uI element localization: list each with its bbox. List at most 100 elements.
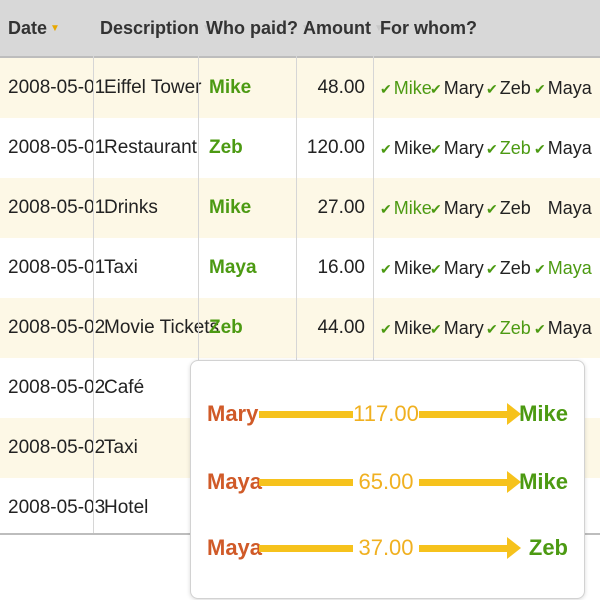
for-whom-toggle[interactable]: ✔ Mary bbox=[430, 118, 484, 178]
for-whom-toggle[interactable]: ✔ Mike bbox=[380, 178, 432, 238]
settlement-popup: Mary 117.00 Mike Maya 65.00 Mike Maya 37.00 Zeb bbox=[190, 360, 585, 599]
column-divider bbox=[296, 56, 297, 535]
who-paid-cell: Mike bbox=[209, 197, 252, 218]
table-row[interactable]: 2008-05-02 Movie Tickets Zeb 44.00 ✔ Mike ✔ Mar… bbox=[0, 298, 600, 358]
settlement-amount: 117.00 bbox=[353, 401, 419, 426]
check-icon: ✔ bbox=[430, 141, 442, 157]
settlement-line: Maya 37.00 Zeb bbox=[191, 528, 584, 568]
check-icon: ✔ bbox=[486, 141, 498, 157]
for-whom-name: Mary bbox=[443, 78, 484, 98]
check-icon: ✔ bbox=[534, 141, 546, 157]
for-whom-toggle[interactable]: ✔ Mike bbox=[380, 118, 432, 178]
for-whom-name: Maya bbox=[547, 198, 592, 218]
sort-arrow-icon[interactable]: ▼ bbox=[373, 23, 384, 35]
check-icon: ✔ bbox=[486, 321, 498, 337]
arrow-shaft bbox=[259, 545, 353, 552]
date-cell: 2008-05-02 bbox=[8, 437, 106, 458]
column-header-who-paid[interactable]: Who paid? ▼ bbox=[206, 0, 311, 56]
date-cell: 2008-05-01 bbox=[8, 197, 106, 218]
for-whom-toggle[interactable]: ✔ Mary bbox=[430, 298, 484, 358]
arrow-right-icon bbox=[507, 471, 521, 493]
debtor-name: Maya bbox=[207, 535, 263, 560]
for-whom-name: Zeb bbox=[499, 318, 531, 338]
creditor-name: Mike bbox=[519, 401, 568, 426]
column-header-date[interactable]: Date ▼ bbox=[8, 0, 60, 56]
for-whom-toggle[interactable]: ✔ Zeb bbox=[486, 118, 531, 178]
for-whom-toggle[interactable]: ✔Maya bbox=[534, 58, 592, 118]
for-whom-toggle[interactable]: ✔ Mary bbox=[430, 58, 484, 118]
arrow-right-icon bbox=[507, 537, 521, 559]
check-icon: ✔ bbox=[430, 201, 442, 217]
check-icon: ✔ bbox=[486, 201, 498, 217]
table-row[interactable]: 2008-05-01DrinksMike27.00✔Mike✔Mary✔Zeb✔… bbox=[0, 178, 600, 238]
amount-cell: 44.00 bbox=[317, 317, 365, 338]
for-whom-toggle[interactable]: ✔ Zeb bbox=[486, 238, 531, 298]
check-icon: ✔ bbox=[534, 321, 546, 337]
table-row[interactable]: 2008-05-01 Eiffel Tower Mike 48.00 ✔ Mike ✔ Mar… bbox=[0, 58, 600, 118]
date-cell: 2008-05-02 bbox=[8, 377, 106, 398]
for-whom-toggle[interactable]: ✔ Mike bbox=[380, 298, 432, 358]
for-whom-name: Mary bbox=[443, 198, 484, 218]
arrow-shaft bbox=[419, 545, 509, 552]
description-cell: Movie Tickets bbox=[104, 317, 220, 338]
sort-arrow-icon[interactable]: ▼ bbox=[202, 23, 212, 35]
for-whom-toggle[interactable]: ✔ Mike bbox=[380, 238, 432, 298]
settlement-line: Mary 117.00 Mike bbox=[191, 394, 584, 434]
for-whom-toggle[interactable]: ✔Maya bbox=[534, 238, 592, 298]
description-cell: Drinks bbox=[104, 197, 158, 218]
arrow-right-icon bbox=[507, 403, 521, 425]
column-header-date-label: Date bbox=[8, 18, 48, 38]
for-whom-toggle[interactable]: ✔Maya bbox=[534, 178, 592, 238]
check-icon: ✔ bbox=[534, 81, 546, 97]
column-header-for-whom: For whom? bbox=[380, 0, 477, 56]
for-whom-name: Mike bbox=[393, 198, 432, 218]
date-cell: 2008-05-03 bbox=[8, 497, 106, 518]
amount-cell: 120.00 bbox=[306, 137, 365, 158]
arrow-shaft bbox=[419, 411, 509, 418]
description-cell: Hotel bbox=[104, 497, 149, 518]
for-whom-toggle[interactable]: ✔ Zeb bbox=[486, 58, 531, 118]
column-divider bbox=[198, 56, 199, 535]
for-whom-name: Mike bbox=[393, 138, 432, 158]
for-whom-name: Mike bbox=[393, 78, 432, 98]
check-icon: ✔ bbox=[486, 81, 498, 97]
who-paid-cell: Maya bbox=[209, 257, 257, 278]
amount-cell: 16.00 bbox=[317, 257, 365, 278]
check-icon: ✔ bbox=[380, 321, 392, 337]
check-icon: ✔ bbox=[380, 201, 392, 217]
settlement-line: Maya 65.00 Mike bbox=[191, 462, 584, 502]
column-divider bbox=[373, 56, 374, 535]
date-cell: 2008-05-01 bbox=[8, 77, 106, 98]
date-cell: 2008-05-02 bbox=[8, 317, 106, 338]
column-header-description[interactable]: Description ▼ bbox=[100, 0, 212, 56]
for-whom-toggle[interactable]: ✔ Mary bbox=[430, 178, 484, 238]
for-whom-name: Zeb bbox=[499, 78, 531, 98]
who-paid-cell: Mike bbox=[209, 77, 252, 98]
column-header-amount-label: Amount bbox=[303, 18, 371, 38]
for-whom-name: Zeb bbox=[499, 198, 531, 218]
for-whom-name: Mary bbox=[443, 318, 484, 338]
for-whom-toggle[interactable]: ✔ Zeb bbox=[486, 178, 531, 238]
debtor-name: Maya bbox=[207, 469, 263, 494]
for-whom-toggle[interactable]: ✔Maya bbox=[534, 298, 592, 358]
sort-arrow-icon[interactable]: ▼ bbox=[300, 23, 311, 35]
table-row[interactable]: 2008-05-01 Restaurant Zeb 120.00 ✔ Mike ✔ Mary ✔… bbox=[0, 118, 600, 178]
column-header-amount[interactable]: Amount ▼ bbox=[303, 0, 384, 56]
creditor-name: Zeb bbox=[528, 535, 568, 560]
check-icon: ✔ bbox=[534, 261, 546, 277]
for-whom-toggle[interactable]: ✔ Zeb bbox=[486, 298, 531, 358]
check-icon: ✔ bbox=[380, 141, 392, 157]
table-row[interactable]: 2008-05-01 Taxi Maya 16.00 ✔ Mike ✔ Mary ✔ Zeb ✔ Ma… bbox=[0, 238, 600, 298]
check-icon: ✔ bbox=[430, 321, 442, 337]
for-whom-toggle[interactable]: ✔ Mary bbox=[430, 238, 484, 298]
check-icon: ✔ bbox=[430, 261, 442, 277]
who-paid-cell: Zeb bbox=[209, 137, 243, 158]
sort-arrow-icon[interactable]: ▼ bbox=[50, 23, 60, 35]
for-whom-toggle[interactable]: ✔Maya bbox=[534, 118, 592, 178]
settlement-amount: 65.00 bbox=[358, 469, 414, 494]
for-whom-name: Maya bbox=[547, 318, 592, 338]
description-cell: Café bbox=[104, 377, 145, 398]
for-whom-toggle[interactable]: ✔ Mike bbox=[380, 58, 432, 118]
column-header-who-paid-label: Who paid? bbox=[206, 18, 298, 38]
for-whom-name: Mike bbox=[393, 258, 432, 278]
